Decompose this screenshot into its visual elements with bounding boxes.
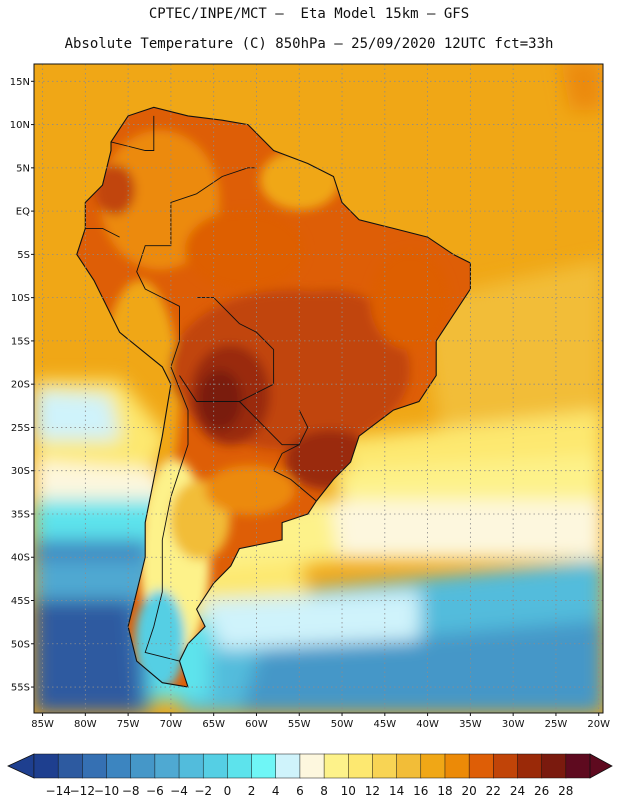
colorbar-under-arrow [7,753,35,779]
colorbar-label: −8 [122,784,140,798]
colorbar-label: 22 [486,784,501,798]
lon-tick-label: 30W [502,719,525,730]
colorbar-label: 0 [224,784,232,798]
colorbar-bin [444,753,470,779]
longitude-axis: 85W 80W 75W 70W 65W 60W 55W 50W 45W 40W 35W 30W 25W 2… [31,713,610,730]
boundary-line [110,115,155,151]
colorbar-label: 24 [510,784,525,798]
lat-tick-label: 10S [11,293,30,304]
colorbar-label: 8 [320,784,328,798]
lon-tick-label: 75W [117,719,140,730]
colorbar-bin [420,753,446,779]
lat-tick-label: 25S [11,423,30,434]
colorbar-bin [251,753,277,779]
colorbar-label: 12 [365,784,380,798]
boundary-line [273,470,317,502]
country-boundaries [85,115,317,662]
lat-tick-label: 45S [11,596,30,607]
colorbar-bin [57,753,83,779]
lon-tick-label: 60W [245,719,268,730]
lon-tick-label: 65W [202,719,225,730]
boundary-line [136,193,197,368]
lon-tick-label: 25W [545,719,568,730]
lon-tick-label: 35W [459,719,482,730]
colorbar-label: −4 [170,784,188,798]
lat-tick-label: EQ [16,207,30,218]
colorbar-bin [323,753,349,779]
colorbar-label: −10 [94,784,119,798]
colorbar-bin [565,753,591,779]
lat-tick-label: 15N [10,77,30,88]
land-detail-field [95,130,450,688]
lat-tick-label: 10N [10,120,30,131]
boundary-line [85,227,120,238]
coastline [76,106,471,688]
lat-tick-label: 5N [16,163,30,174]
boundary-line [179,297,275,402]
lon-tick-label: 80W [74,719,97,730]
colorbar-label: 18 [437,784,452,798]
colorbar-labels: −14−12−10 −8 −6 −4 −2 0 2 4 6 8 10 12 14 16 18 20 22 24 26… [46,784,574,798]
colorbar-label: 6 [296,784,304,798]
lat-tick-label: 30S [11,466,30,477]
lon-tick-label: 55W [288,719,311,730]
lat-tick-label: 55S [11,683,30,694]
colorbar-bin [130,753,156,779]
colorbar-label: 10 [341,784,356,798]
colorbar-bin [493,753,519,779]
boundary-line [144,366,189,662]
colorbar-bin [33,753,59,779]
map-plot-area [34,64,603,713]
colorbar-label: 16 [413,784,428,798]
colorbar-bin [154,753,180,779]
lat-tick-label: 40S [11,553,30,564]
map-frame [33,63,604,714]
colorbar-bin [468,753,494,779]
colorbar-label: −2 [194,784,212,798]
lon-tick-label: 50W [331,719,354,730]
colorbar-over-arrow [589,753,613,779]
colorbar-bin [106,753,132,779]
colorbar-bin [348,753,373,779]
colorbar-bin [396,753,422,779]
lat-tick-label: 20S [11,380,30,391]
lon-tick-label: 20W [587,719,610,730]
lat-tick-label: 15S [11,336,30,347]
lon-tick-label: 45W [373,719,396,730]
colorbar-label: 14 [389,784,404,798]
colorbar-label: 28 [558,784,573,798]
lon-tick-label: 85W [31,719,54,730]
title-line-2: Absolute Temperature (C) 850hPa – 25/09/… [64,36,554,52]
colorbar-label: −12 [70,784,95,798]
colorbar-bin [299,753,325,779]
colorbar-label: 26 [534,784,549,798]
colorbar-bin [275,753,301,779]
lon-tick-label: 70W [160,719,183,730]
boundary-line [239,401,309,446]
colorbar-bin [227,753,253,779]
colorbar-bin [202,753,228,779]
lat-lon-gridlines [34,64,603,713]
lat-tick-label: 50S [11,639,30,650]
colorbar-label: −14 [46,784,71,798]
lon-tick-label: 40W [416,719,439,730]
title-line-1: CPTEC/INPE/MCT – Eta Model 15km – GFS [148,6,470,22]
colorbar-bin [372,753,398,779]
colorbar-bin [178,753,204,779]
lat-tick-label: 35S [11,509,30,520]
colorbar-label: 20 [461,784,476,798]
boundary-line [273,444,300,471]
colorbar-bin [541,753,567,779]
lat-tick-label: 5S [17,250,30,261]
boundary-line [196,167,257,195]
colorbar-label: 2 [248,784,256,798]
colorbar-bin [82,753,108,779]
colorbar-label: 4 [272,784,280,798]
colorbar-bin [517,753,543,779]
latitude-axis: 15N 10N 5N EQ 5S 10S 15S 20S 25S 30S 35S 40S 45S 50S 5… [10,77,34,694]
temperature-colorbar [7,753,613,779]
colorbar-label: −6 [146,784,164,798]
